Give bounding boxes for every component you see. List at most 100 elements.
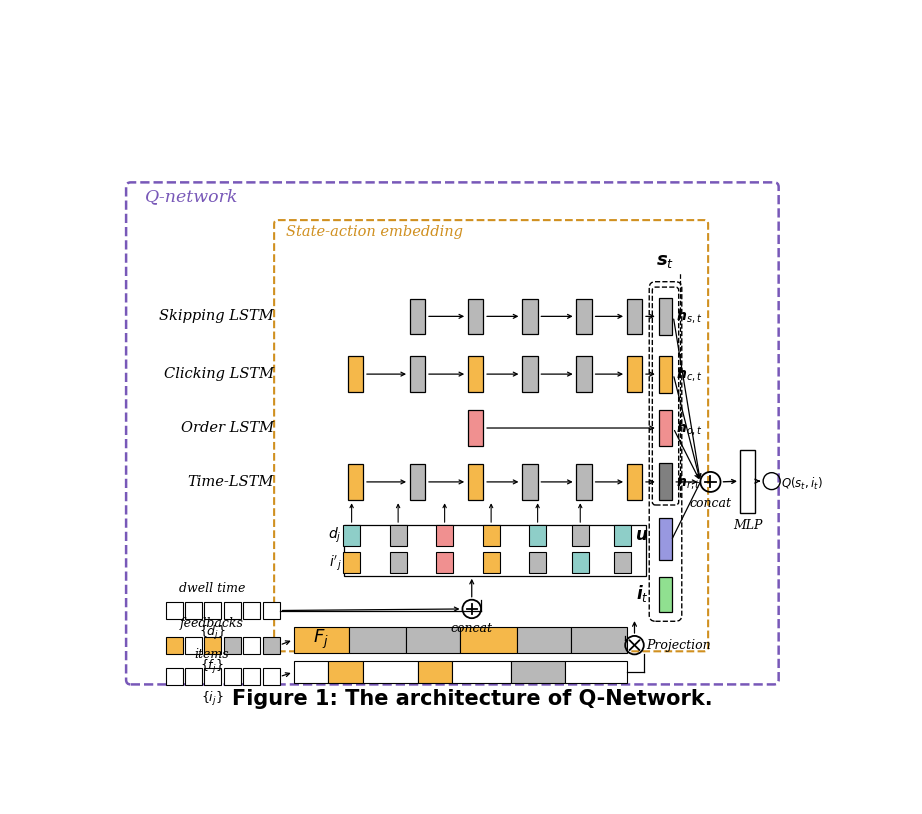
Text: feedbacks: feedbacks	[180, 617, 244, 630]
Text: $Q(s_t, i_t)$: $Q(s_t, i_t)$	[781, 475, 823, 492]
Text: $d_j$: $d_j$	[328, 526, 341, 545]
Bar	[348, 464, 363, 500]
Bar	[614, 552, 632, 573]
Bar	[348, 357, 363, 392]
Bar	[343, 552, 361, 573]
Bar	[436, 525, 453, 546]
Text: $\boldsymbol{h}_{c,t}$: $\boldsymbol{h}_{c,t}$	[676, 365, 702, 383]
Bar	[293, 661, 328, 683]
Bar	[205, 602, 221, 619]
FancyBboxPatch shape	[126, 182, 779, 685]
Bar	[344, 525, 646, 575]
Bar	[409, 299, 425, 334]
Bar	[205, 668, 221, 685]
Bar	[522, 464, 538, 500]
Bar	[627, 357, 643, 392]
Bar	[529, 525, 546, 546]
Text: MLP: MLP	[733, 519, 762, 532]
Bar	[614, 525, 632, 546]
Bar	[511, 661, 565, 683]
Bar	[409, 464, 425, 500]
Text: Clicking LSTM: Clicking LSTM	[164, 367, 274, 381]
Bar	[529, 552, 546, 573]
Bar	[467, 410, 483, 446]
Bar	[224, 602, 241, 619]
Bar	[576, 299, 592, 334]
Text: Order LSTM: Order LSTM	[181, 421, 274, 435]
Bar	[293, 627, 349, 653]
Bar	[482, 525, 500, 546]
Text: Time-LSTM: Time-LSTM	[188, 475, 274, 489]
Bar	[243, 668, 260, 685]
Text: concat: concat	[690, 497, 731, 510]
Bar	[565, 661, 627, 683]
Bar	[482, 552, 500, 573]
Bar	[576, 357, 592, 392]
Bar	[658, 298, 672, 335]
Text: Q-network: Q-network	[145, 188, 238, 205]
Text: dwell time: dwell time	[179, 582, 245, 595]
Bar	[409, 357, 425, 392]
Bar	[205, 637, 221, 654]
Bar	[453, 661, 511, 683]
Bar	[467, 299, 483, 334]
Bar	[516, 627, 571, 653]
Text: items: items	[195, 648, 230, 661]
Text: State-action embedding: State-action embedding	[286, 225, 463, 239]
Text: $\boldsymbol{u}$: $\boldsymbol{u}$	[635, 527, 648, 544]
Bar	[390, 552, 407, 573]
Bar	[418, 661, 453, 683]
Bar	[576, 464, 592, 500]
Bar	[658, 409, 672, 447]
Bar	[572, 552, 589, 573]
Bar	[571, 627, 627, 653]
Bar	[658, 356, 672, 392]
Bar	[467, 357, 483, 392]
Text: $\{f_j\}$: $\{f_j\}$	[200, 659, 224, 676]
Text: $\{i_j\}$: $\{i_j\}$	[201, 689, 223, 708]
Bar	[572, 525, 589, 546]
Bar	[406, 627, 460, 653]
Bar	[263, 637, 279, 654]
Bar	[522, 357, 538, 392]
Text: Projection: Projection	[646, 639, 711, 652]
Bar	[460, 627, 516, 653]
Bar	[224, 668, 241, 685]
Text: Figure 1: The architecture of Q-Network.: Figure 1: The architecture of Q-Network.	[232, 689, 713, 709]
Bar	[343, 525, 361, 546]
Bar	[658, 463, 672, 501]
Text: $i'_j$: $i'_j$	[329, 553, 341, 572]
Bar	[243, 602, 260, 619]
Bar	[522, 299, 538, 334]
Bar	[185, 637, 202, 654]
Bar	[185, 602, 202, 619]
Text: $\{d_j\}$: $\{d_j\}$	[198, 624, 226, 641]
FancyBboxPatch shape	[274, 220, 708, 651]
Bar	[467, 464, 483, 500]
Bar	[739, 449, 755, 513]
Bar	[224, 637, 241, 654]
Bar	[658, 518, 672, 560]
Bar	[243, 637, 260, 654]
Bar	[349, 627, 406, 653]
Text: $\boldsymbol{s}_t$: $\boldsymbol{s}_t$	[656, 252, 675, 270]
Bar	[263, 602, 279, 619]
Bar	[166, 637, 183, 654]
Text: concat: concat	[451, 622, 492, 635]
Text: $\boldsymbol{i}_t$: $\boldsymbol{i}_t$	[635, 583, 648, 604]
Bar	[363, 661, 418, 683]
Bar	[436, 552, 453, 573]
Bar	[658, 576, 672, 612]
Bar	[627, 464, 643, 500]
Bar	[328, 661, 363, 683]
Text: $\boldsymbol{h}_{o,t}$: $\boldsymbol{h}_{o,t}$	[676, 419, 703, 437]
Text: $\boldsymbol{h}_{r,t}$: $\boldsymbol{h}_{r,t}$	[676, 473, 701, 491]
Text: $\boldsymbol{h}_{s,t}$: $\boldsymbol{h}_{s,t}$	[676, 308, 702, 326]
Bar	[166, 668, 183, 685]
Bar	[185, 668, 202, 685]
Bar	[627, 299, 643, 334]
Bar	[166, 602, 183, 619]
Bar	[390, 525, 407, 546]
Text: Skipping LSTM: Skipping LSTM	[160, 309, 274, 323]
Text: $F_j$: $F_j$	[313, 628, 329, 651]
